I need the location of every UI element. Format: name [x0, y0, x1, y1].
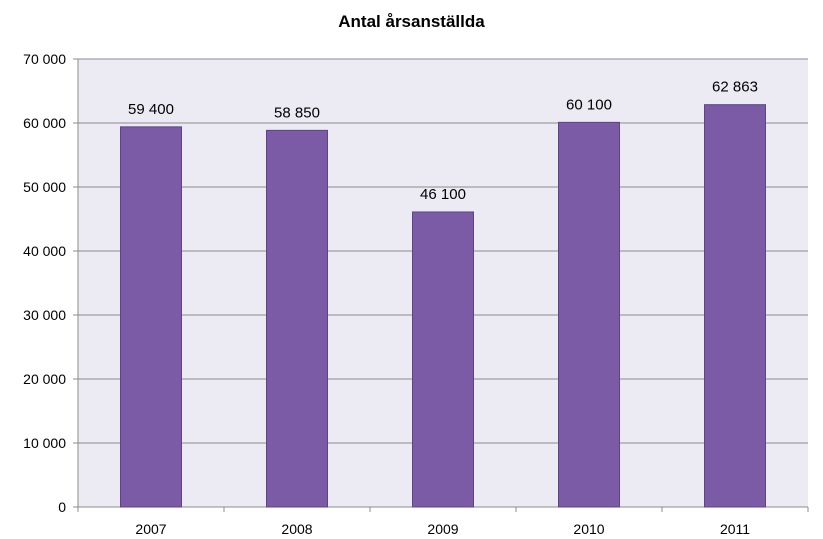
data-label-2007: 59 400 — [128, 101, 174, 118]
x-tick-label-2008: 2008 — [281, 521, 312, 537]
y-tick-label: 50 000 — [23, 179, 66, 195]
y-tick-label: 0 — [58, 499, 66, 515]
x-tick-label-2007: 2007 — [135, 521, 166, 537]
y-tick-label: 40 000 — [23, 243, 66, 259]
y-tick-label: 10 000 — [23, 435, 66, 451]
y-tick-label: 30 000 — [23, 307, 66, 323]
y-tick-label: 20 000 — [23, 371, 66, 387]
chart-title: Antal årsanställda — [338, 12, 485, 31]
bar-2010 — [558, 121, 620, 508]
x-tick-label-2011: 2011 — [720, 521, 750, 537]
bar-2009 — [412, 211, 474, 508]
data-label-2009: 46 100 — [420, 186, 466, 203]
bar-2007 — [120, 126, 182, 508]
y-tick-label: 60 000 — [23, 115, 66, 131]
bar-2011 — [704, 104, 766, 508]
bar-2008 — [266, 129, 328, 508]
data-label-2008: 58 850 — [274, 104, 320, 121]
y-tick-label: 70 000 — [23, 51, 66, 67]
data-label-2011: 62 863 — [712, 79, 758, 96]
x-tick-label-2010: 2010 — [573, 521, 604, 537]
x-tick-label-2009: 2009 — [427, 521, 458, 537]
data-label-2010: 60 100 — [566, 96, 612, 113]
